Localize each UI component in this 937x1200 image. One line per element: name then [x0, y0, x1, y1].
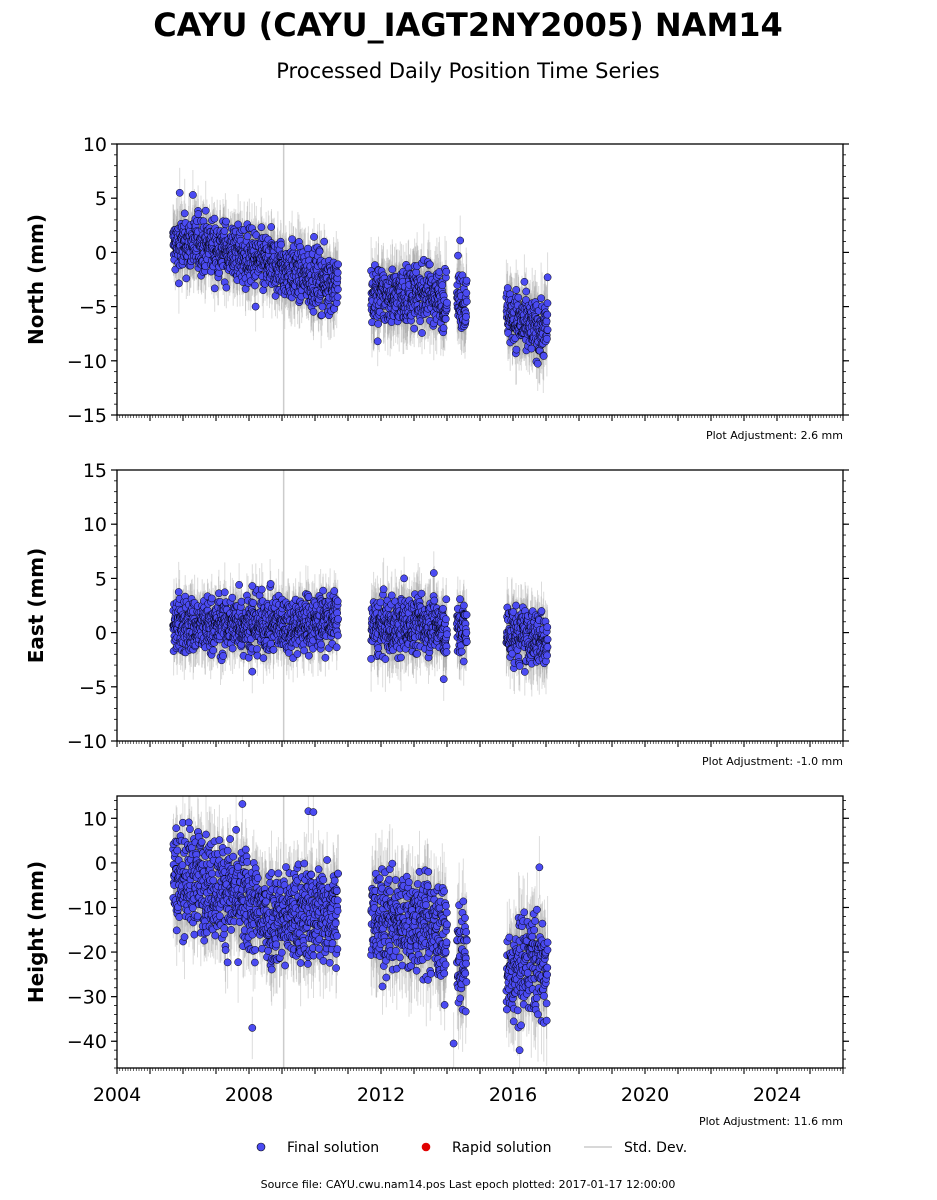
final-solution-point — [443, 298, 451, 307]
final-solution-point — [234, 220, 242, 229]
final-solution-point — [315, 247, 324, 256]
final-solution-point — [180, 209, 189, 218]
final-solution-point — [310, 233, 318, 241]
final-solution-point — [210, 214, 219, 223]
final-solution-point — [373, 337, 382, 346]
final-solution-point — [456, 236, 465, 245]
final-solution-point — [309, 307, 318, 316]
final-solution-point — [194, 210, 203, 218]
final-solution-point — [251, 302, 260, 311]
y-tick-label: −15 — [67, 405, 107, 427]
final-solution-point — [533, 359, 542, 368]
final-solution-point — [543, 273, 552, 282]
y-tick-label: 10 — [83, 134, 107, 156]
final-solution-point — [334, 285, 342, 294]
final-solution-point — [512, 286, 521, 294]
panel-0: 10 5 0 −5 −10 −15 North (mm) Plot Adjustment: 2… — [24, 134, 849, 442]
final-solution-point — [462, 276, 471, 285]
final-solution-point — [222, 283, 231, 292]
final-solution-point — [527, 344, 536, 353]
stddev-bars — [172, 144, 549, 415]
final-solution-point — [418, 329, 426, 337]
final-solution-point — [243, 232, 252, 241]
final-solution-point — [277, 240, 285, 249]
final-solution-point — [288, 235, 296, 244]
final-solution-point — [537, 294, 545, 303]
stddev-bars — [172, 470, 549, 741]
final-solution-point — [222, 217, 230, 226]
final-solution-point — [512, 345, 521, 354]
final-solution-point — [374, 320, 383, 328]
final-solution-points — [169, 188, 552, 368]
final-solution-point — [410, 324, 419, 333]
plot-adjustment: Plot Adjustment: 2.6 mm — [706, 429, 843, 442]
final-solution-point — [425, 260, 434, 269]
final-solution-point — [267, 223, 276, 231]
final-solution-point — [175, 279, 183, 288]
y-axis-label: North (mm) — [24, 214, 48, 345]
final-solution-point — [334, 260, 342, 269]
chart-subtitle: Processed Daily Position Time Series — [276, 59, 660, 83]
y-tick-label: 0 — [95, 242, 107, 264]
final-solution-point — [201, 206, 210, 215]
final-solution-point — [543, 325, 552, 334]
final-solution-point — [543, 310, 552, 319]
final-solution-point — [210, 284, 219, 293]
final-solution-point — [416, 317, 425, 326]
final-solution-point — [182, 274, 191, 283]
y-tick-label: −10 — [67, 351, 107, 373]
final-solution-point — [175, 188, 184, 197]
final-solution-point — [388, 265, 397, 274]
final-solution-point — [251, 281, 259, 290]
final-solution-point — [441, 315, 450, 323]
final-solution-point — [542, 317, 551, 326]
final-solution-point — [454, 251, 462, 260]
final-solution-point — [333, 293, 342, 301]
panels: 10 5 0 −5 −10 −15 North (mm) Plot Adjustment: 2… — [24, 134, 849, 1128]
final-solution-point — [439, 324, 448, 332]
final-solution-point — [539, 352, 548, 360]
final-solution-point — [462, 297, 471, 306]
final-solution-point — [320, 237, 329, 246]
final-solution-point — [520, 277, 529, 286]
final-solution-point — [318, 302, 327, 311]
final-solution-point — [543, 299, 552, 308]
final-solution-point — [220, 227, 229, 235]
chart-title: CAYU (CAYU_IAGT2NY2005) NAM14 — [153, 6, 783, 44]
final-solution-point — [462, 312, 470, 321]
y-tick-label: −5 — [79, 297, 107, 319]
final-solution-point — [514, 293, 523, 302]
final-solution-point — [189, 191, 197, 199]
y-tick-label: 5 — [95, 188, 107, 210]
final-solution-point — [257, 223, 266, 232]
final-solution-point — [543, 334, 551, 343]
final-solution-point — [333, 268, 342, 277]
final-solution-point — [438, 281, 447, 290]
final-solution-point — [462, 289, 471, 297]
final-solution-point — [522, 287, 531, 296]
final-solution-point — [442, 267, 451, 276]
